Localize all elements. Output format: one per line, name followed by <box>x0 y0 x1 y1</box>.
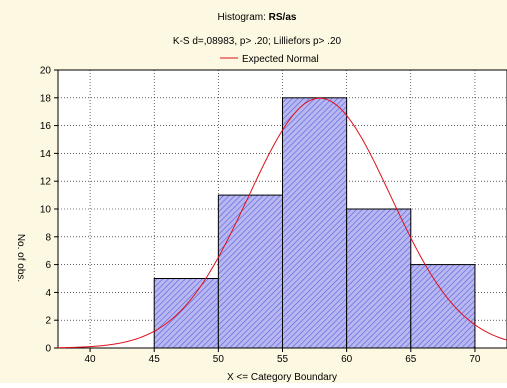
y-axis-ticks: 0 2 4 6 8 10 12 14 16 18 20 <box>40 66 58 355</box>
histogram-bar <box>153 278 219 349</box>
x-axis-ticks: 40 45 50 55 60 65 70 <box>85 348 481 365</box>
histogram-bars <box>153 97 476 349</box>
y-tick-label: 12 <box>40 177 52 188</box>
chart-title-bold: RS/as <box>269 12 297 23</box>
chart-title-prefix: Histogram: <box>218 12 269 23</box>
histogram-bar <box>282 97 348 349</box>
x-tick-label: 50 <box>213 354 225 365</box>
x-tick-label: 55 <box>277 354 289 365</box>
histogram-bar <box>346 208 412 349</box>
x-tick-label: 40 <box>85 354 97 365</box>
y-tick-label: 8 <box>45 232 51 243</box>
y-tick-label: 14 <box>40 149 52 160</box>
y-tick-label: 16 <box>40 121 52 132</box>
legend: Expected Normal <box>220 54 319 65</box>
y-tick-label: 6 <box>45 260 51 271</box>
x-tick-label: 65 <box>405 354 417 365</box>
y-tick-label: 0 <box>45 344 51 355</box>
histogram-bar <box>410 264 476 349</box>
chart-title: Histogram: RS/as <box>218 12 297 23</box>
y-tick-label: 4 <box>45 288 51 299</box>
x-tick-label: 60 <box>341 354 353 365</box>
y-tick-label: 18 <box>40 93 52 104</box>
y-tick-label: 20 <box>40 66 52 77</box>
chart-subtitle: K-S d=,08983, p> .20; Lilliefors p> .20 <box>173 36 342 47</box>
x-axis-label: X <= Category Boundary <box>227 372 337 383</box>
y-axis-label: No. of obs. <box>15 234 26 282</box>
x-tick-label: 70 <box>469 354 481 365</box>
legend-label: Expected Normal <box>242 54 319 65</box>
y-tick-label: 2 <box>45 316 51 327</box>
y-tick-label: 10 <box>40 205 52 216</box>
x-tick-label: 45 <box>149 354 161 365</box>
histogram-bar <box>217 194 284 349</box>
expected-normal-curve <box>57 97 507 349</box>
